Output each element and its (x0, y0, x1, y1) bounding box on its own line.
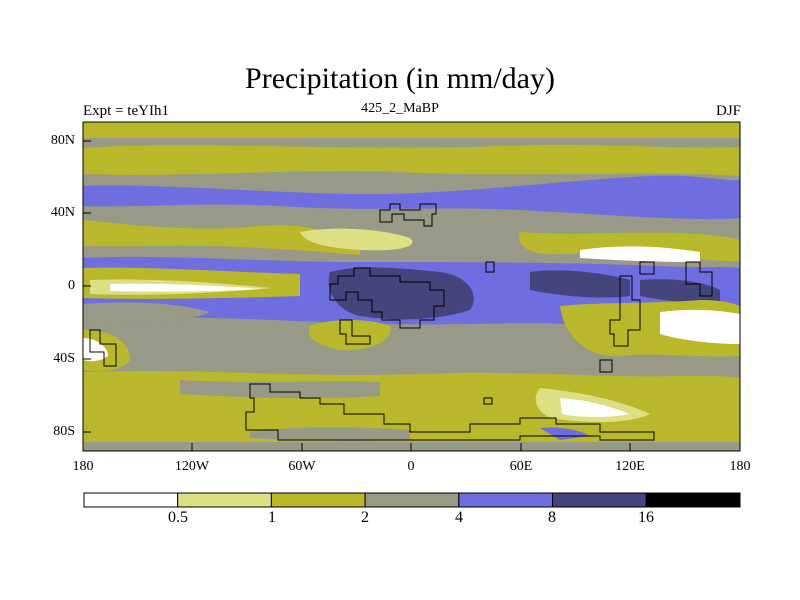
coastlines (89, 203, 713, 441)
coast-island-east (485, 261, 495, 273)
colorbar-box-5 (552, 492, 647, 508)
coast-antarctica (245, 383, 655, 441)
colorbar-label-8: 8 (548, 509, 556, 526)
chart-title: Precipitation (in mm/day) (245, 62, 555, 95)
y-tick-40n: 40N (50, 205, 75, 220)
coast-pacific-landmass (685, 261, 713, 297)
coast-small-island (639, 261, 655, 275)
region-dark-indian (530, 270, 630, 298)
x-tick-120w: 120W (174, 459, 210, 474)
y-tick-0: 0 (68, 278, 75, 293)
colorbar-box-3 (364, 492, 460, 508)
region-dark-atlantic (328, 267, 474, 320)
colorbar-box-0 (83, 492, 179, 508)
colorbar-label-2: 2 (361, 509, 369, 526)
x-tick-120e: 120E (615, 459, 645, 474)
region-grey-antarctic (250, 427, 410, 441)
contour-fill (83, 122, 740, 451)
region-white-southern-ocean (560, 398, 630, 417)
axis-ticks (82, 140, 741, 451)
run-label: 425_2_MaBP (361, 101, 439, 116)
coast-northern-landmass (379, 203, 437, 227)
x-tick-60e: 60E (509, 459, 533, 474)
colorbar-label-0-5: 0.5 (168, 509, 188, 526)
region-white-nw-pacific (580, 246, 700, 262)
coast-south-atlantic-island (339, 319, 371, 345)
coast-southern-island (599, 359, 613, 373)
colorbar-box-1 (177, 492, 272, 508)
season-label: DJF (715, 103, 741, 119)
region-white-southwest (83, 338, 108, 362)
y-tick-80s: 80S (53, 424, 75, 439)
region-grey-southern-ocean (180, 380, 380, 399)
band-arctic (83, 122, 740, 138)
band-itcz-white (110, 283, 262, 292)
coast-east-continent (609, 275, 641, 347)
region-yellow-west (83, 220, 360, 255)
x-tick-180w: 180 (72, 459, 94, 474)
region-blue-antarctic (540, 427, 590, 440)
coast-southwest-landmass (89, 329, 117, 367)
region-light-north-atl (300, 228, 413, 251)
band-storm-track (83, 175, 740, 220)
x-tick-0: 0 (407, 459, 415, 474)
experiment-label: Expt = teYIh1 (83, 103, 169, 119)
coast-tiny-island (483, 397, 493, 405)
colorbar-box-6 (645, 492, 741, 508)
y-tick-40s: 40S (53, 351, 75, 366)
x-tick-60w: 60W (288, 459, 316, 474)
y-tick-80n: 80N (50, 133, 75, 148)
band-north-mid (83, 144, 740, 176)
region-white-australia (660, 309, 740, 344)
colorbar-box-4 (458, 492, 554, 508)
colorbar (83, 492, 741, 508)
colorbar-label-1: 1 (268, 509, 276, 526)
colorbar-label-4: 4 (455, 509, 463, 526)
x-tick-180e: 180 (729, 459, 751, 474)
colorbar-box-2 (270, 492, 366, 508)
colorbar-label-16: 16 (638, 509, 654, 526)
region-grey-south-pacific (83, 302, 210, 323)
coast-central-continent (329, 267, 445, 329)
